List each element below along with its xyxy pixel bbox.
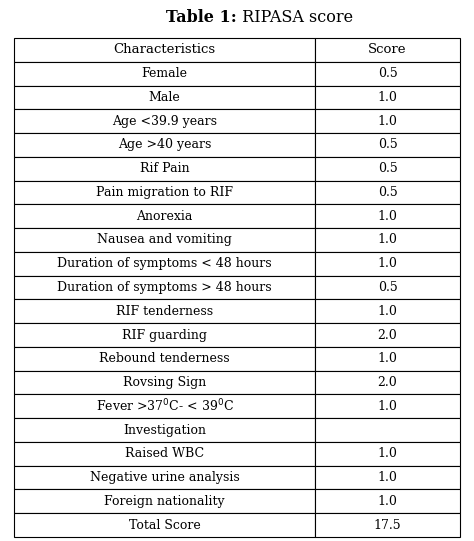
Bar (315, 299, 460, 323)
Text: Total Score: Total Score (128, 519, 201, 532)
Text: Age >40 years: Age >40 years (118, 138, 211, 151)
Bar (14, 38, 315, 62)
Bar (14, 442, 315, 466)
Bar (14, 204, 315, 228)
Bar (315, 323, 460, 347)
Bar (315, 394, 460, 418)
Text: 0.5: 0.5 (378, 186, 397, 199)
Text: Female: Female (142, 67, 188, 80)
Text: Table 1:: Table 1: (166, 10, 237, 27)
Text: 0.5: 0.5 (378, 281, 397, 294)
Text: 0.5: 0.5 (378, 138, 397, 151)
Bar (315, 347, 460, 371)
Bar (315, 204, 460, 228)
Bar (14, 513, 315, 537)
Bar (14, 181, 315, 204)
Bar (14, 252, 315, 275)
Bar (14, 85, 315, 109)
Bar (315, 418, 460, 442)
Text: Anorexia: Anorexia (137, 210, 193, 223)
Text: Fever >37$^0$C- < 39$^0$C: Fever >37$^0$C- < 39$^0$C (96, 398, 234, 414)
Text: 1.0: 1.0 (378, 400, 398, 413)
Text: Male: Male (149, 91, 181, 104)
Bar (315, 85, 460, 109)
Bar (14, 62, 315, 85)
Bar (14, 323, 315, 347)
Text: 1.0: 1.0 (378, 210, 398, 223)
Text: Rebound tenderness: Rebound tenderness (99, 352, 230, 365)
Text: 1.0: 1.0 (378, 91, 398, 104)
Text: Nausea and vomiting: Nausea and vomiting (97, 234, 232, 247)
Text: Raised WBC: Raised WBC (125, 447, 204, 460)
Text: Characteristics: Characteristics (113, 43, 216, 56)
Text: Duration of symptoms < 48 hours: Duration of symptoms < 48 hours (57, 257, 272, 270)
Text: 2.0: 2.0 (378, 376, 397, 389)
Bar (14, 371, 315, 394)
Bar (315, 228, 460, 252)
Bar (315, 442, 460, 466)
Bar (14, 394, 315, 418)
Bar (14, 275, 315, 299)
Text: Duration of symptoms > 48 hours: Duration of symptoms > 48 hours (57, 281, 272, 294)
Text: RIF guarding: RIF guarding (122, 328, 207, 341)
Text: 1.0: 1.0 (378, 447, 398, 460)
Text: Negative urine analysis: Negative urine analysis (90, 471, 239, 484)
Text: Age <39.9 years: Age <39.9 years (112, 115, 217, 128)
Bar (14, 418, 315, 442)
Bar (14, 228, 315, 252)
Bar (14, 347, 315, 371)
Text: Rovsing Sign: Rovsing Sign (123, 376, 206, 389)
Bar (315, 38, 460, 62)
Text: 1.0: 1.0 (378, 115, 398, 128)
Bar (14, 490, 315, 513)
Bar (14, 109, 315, 133)
Text: Score: Score (368, 43, 407, 56)
Text: 1.0: 1.0 (378, 305, 398, 318)
Bar (14, 157, 315, 181)
Bar (14, 299, 315, 323)
Bar (315, 133, 460, 157)
Text: 1.0: 1.0 (378, 234, 398, 247)
Text: 1.0: 1.0 (378, 257, 398, 270)
Text: 2.0: 2.0 (378, 328, 397, 341)
Bar (315, 181, 460, 204)
Text: 1.0: 1.0 (378, 352, 398, 365)
Text: 0.5: 0.5 (378, 67, 397, 80)
Bar (315, 275, 460, 299)
Text: RIPASA score: RIPASA score (237, 10, 353, 27)
Text: 1.0: 1.0 (378, 471, 398, 484)
Text: 0.5: 0.5 (378, 162, 397, 175)
Bar (14, 133, 315, 157)
Bar (315, 157, 460, 181)
Text: Pain migration to RIF: Pain migration to RIF (96, 186, 233, 199)
Bar (315, 252, 460, 275)
Bar (315, 513, 460, 537)
Bar (315, 62, 460, 85)
Text: Rif Pain: Rif Pain (140, 162, 189, 175)
Text: RIF tenderness: RIF tenderness (116, 305, 213, 318)
Bar (315, 371, 460, 394)
Bar (14, 466, 315, 490)
Bar (315, 490, 460, 513)
Bar (315, 109, 460, 133)
Text: 1.0: 1.0 (378, 495, 398, 508)
Text: 17.5: 17.5 (374, 519, 401, 532)
Text: Investigation: Investigation (123, 424, 206, 437)
Bar (315, 466, 460, 490)
Text: Foreign nationality: Foreign nationality (104, 495, 225, 508)
